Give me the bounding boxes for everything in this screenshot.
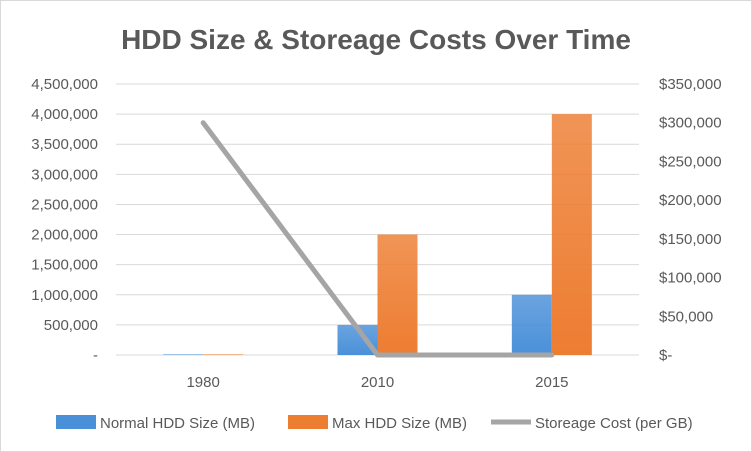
- x-axis-tick-label: 2015: [535, 374, 568, 391]
- bar-normal-hdd-size: [163, 354, 204, 355]
- cost-line: [200, 120, 555, 358]
- left-axis-tick-label: 4,000,000: [31, 106, 98, 123]
- legend-label: Storeage Cost (per GB): [535, 415, 693, 432]
- bar-max-hdd-size: [203, 354, 244, 355]
- x-axis-ticks: 1980 2010 2015: [186, 374, 568, 391]
- right-axis-tick-label: $100,000: [659, 270, 722, 287]
- legend-swatch: [56, 415, 96, 429]
- right-axis-tick-label: $-: [659, 347, 672, 364]
- legend-swatch: [288, 415, 328, 429]
- left-axis-tick-label: 3,500,000: [31, 136, 98, 153]
- legend-label: Max HDD Size (MB): [332, 415, 467, 432]
- bar-max-hdd-size: [377, 234, 418, 355]
- bar-normal-hdd-size: [511, 294, 552, 355]
- x-axis-tick-label: 2010: [361, 374, 394, 391]
- legend-label: Normal HDD Size (MB): [100, 415, 255, 432]
- legend: Normal HDD Size (MB) Max HDD Size (MB) Sto…: [56, 415, 693, 432]
- right-axis-ticks: $- $50,000 $100,000 $150,000 $200,000 $250,00…: [659, 76, 722, 364]
- right-axis-tick-label: $50,000: [659, 308, 713, 325]
- x-axis-tick-label: 1980: [186, 374, 219, 391]
- right-axis-tick-label: $350,000: [659, 76, 722, 93]
- left-axis-tick-label: 2,000,000: [31, 227, 98, 244]
- left-axis-tick-label: 1,000,000: [31, 287, 98, 304]
- left-axis-tick-label: 2,500,000: [31, 196, 98, 213]
- chart-title: HDD Size & Storeage Costs Over Time: [121, 24, 631, 55]
- right-axis-tick-label: $200,000: [659, 192, 722, 209]
- right-axis-tick-label: $250,000: [659, 153, 722, 170]
- left-axis-tick-label: -: [93, 347, 98, 364]
- right-axis-tick-label: $300,000: [659, 115, 722, 132]
- left-axis-ticks: - 500,000 1,000,000 1,500,000 2,000,000 2,500…: [31, 76, 98, 364]
- left-axis-tick-label: 500,000: [44, 317, 98, 334]
- bar-max-hdd-size: [551, 114, 592, 355]
- left-axis-tick-label: 3,000,000: [31, 166, 98, 183]
- right-axis-tick-label: $150,000: [659, 231, 722, 248]
- left-axis-tick-label: 1,500,000: [31, 257, 98, 274]
- left-axis-tick-label: 4,500,000: [31, 76, 98, 93]
